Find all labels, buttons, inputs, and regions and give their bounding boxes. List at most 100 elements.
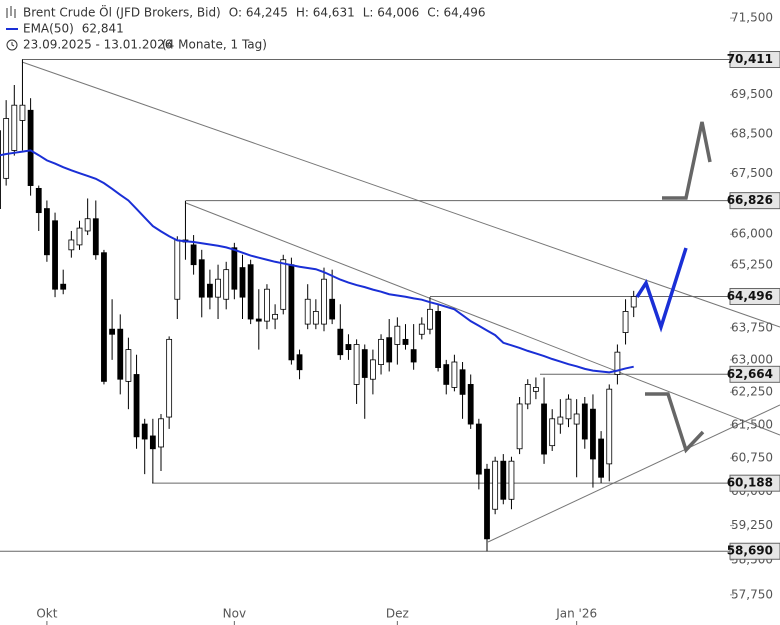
candle-body [133,374,140,438]
candle-body [484,468,490,540]
clock-hand [11,42,15,47]
candle-body [508,460,515,500]
x-tick-label: Dez [386,607,409,621]
ema-value: 62,841 [82,22,124,36]
level-label: 62,664 [727,367,773,381]
candle-body [223,269,230,300]
candle-body [264,288,270,322]
candle-body [549,418,556,447]
y-tick-label: 60,750 [731,451,773,465]
candle-body [174,239,181,300]
candle-body [215,278,221,298]
candle-body [304,298,311,325]
candle-body [369,359,376,380]
candle-body [11,104,18,151]
level-label: 64,496 [727,289,773,303]
scenario-up [662,121,712,200]
quote-label: O: 64,245 [229,6,288,20]
candle-body [312,311,319,325]
y-tick-label: 67,500 [731,166,773,180]
candle-body [500,460,507,500]
level-label: 58,690 [727,544,773,558]
candle-body [361,349,368,378]
candle-body [272,313,279,320]
candle-body [622,311,629,333]
candle-body [321,278,327,325]
candle-body [190,244,197,266]
trend-line [21,61,780,328]
level-box [729,192,780,210]
candle-body [492,460,499,510]
candle-body [590,408,596,460]
legend: Brent Crude Öl (JFD Brokers, Bid) EMA(50… [6,4,485,52]
candle-body [0,130,1,209]
y-tick-label: 62,250 [731,385,773,399]
candle-body [35,187,42,214]
candle-body [247,264,254,320]
ema-name: EMA(50) [23,22,74,36]
y-tick-label: 61,500 [731,417,773,431]
level-label: 60,188 [727,476,773,490]
candle-body [516,403,523,450]
candle-body [3,118,10,179]
candle-body [149,435,156,450]
trend-line [185,202,780,436]
candle-body [44,208,50,256]
candle-body [557,416,564,425]
candle-body [598,438,604,478]
candle-body [109,328,115,335]
candle-body [141,423,148,440]
candle-body [52,220,58,290]
y-tick-label: 69,500 [731,87,773,101]
symbol-icon [6,6,16,18]
candle-body [467,384,474,425]
candle-body [117,328,124,380]
candle-body [158,418,164,448]
candle-body [451,361,458,388]
candle-body [288,264,295,361]
candle-body [386,337,393,363]
candle-body [614,351,621,375]
candle-body [280,259,287,310]
candle-body [19,104,26,121]
y-tick-label: 68,500 [731,126,773,140]
candle-body [166,338,173,418]
level-box [729,365,780,383]
scenario-down [645,392,705,454]
candle-body [533,387,539,392]
candle-body [206,283,213,298]
trend-lines [21,61,780,543]
y-tick-label: 57,750 [731,587,773,601]
candle-body [92,218,99,256]
candle-body [378,338,384,365]
candle-body [435,311,442,368]
candle-body [345,344,352,350]
candle-body [443,364,450,385]
candle-body [410,349,417,363]
level-box [729,474,780,492]
level-label: 70,411 [727,52,773,66]
period: (4 Monate, 1 Tag) [162,38,267,52]
candle-body [198,259,205,298]
candle-body [459,369,466,395]
y-axis: 71,500 69,500 68,500 67,500 66,000 65,250 63,7… [727,11,780,601]
candle-body [541,403,547,455]
y-tick-label: 63,750 [731,320,773,334]
level-box [729,542,780,560]
candle-body [427,308,433,330]
scenario-arrows [635,121,712,454]
candle-body [239,267,246,298]
trend-line [487,404,780,543]
clock-icon [6,39,18,51]
range: 23.09.2025 - 13.01.2026 [23,38,172,52]
candle-body [329,298,336,320]
candle-body [524,384,531,405]
level-box [729,287,780,305]
candle-body [630,296,637,308]
y-tick-label: 65,250 [731,258,773,272]
candle-body [68,239,75,251]
candle-body [231,247,238,290]
level-label: 66,826 [727,193,773,207]
